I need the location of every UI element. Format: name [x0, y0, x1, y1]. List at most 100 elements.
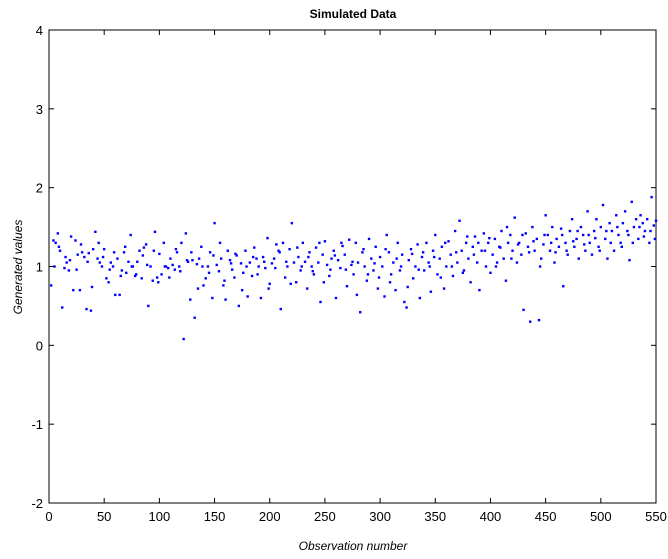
data-points: [50, 195, 658, 341]
data-point: [231, 268, 234, 271]
data-point: [321, 253, 324, 256]
y-tick-label: 2: [36, 181, 43, 196]
data-point: [268, 282, 271, 286]
data-point: [400, 253, 404, 256]
data-point: [101, 255, 105, 259]
data-point: [107, 281, 110, 284]
data-point: [438, 257, 441, 260]
data-point: [274, 266, 277, 270]
data-point: [378, 255, 382, 259]
data-point: [130, 265, 133, 268]
data-point: [456, 261, 459, 264]
data-point: [275, 243, 278, 246]
data-point: [487, 241, 490, 245]
data-point: [466, 235, 469, 238]
data-point: [100, 265, 104, 268]
data-point: [272, 257, 276, 260]
data-point: [97, 241, 100, 245]
data-point: [504, 279, 508, 282]
data-point: [112, 251, 116, 254]
data-point: [535, 237, 539, 241]
data-point: [69, 235, 73, 238]
data-point: [526, 245, 530, 248]
data-point: [63, 266, 66, 270]
data-point: [50, 284, 53, 287]
data-point: [546, 233, 550, 237]
data-point: [72, 288, 75, 292]
data-point: [233, 276, 236, 279]
data-point: [290, 221, 293, 225]
data-point: [562, 285, 565, 288]
data-point: [491, 253, 494, 256]
data-point: [376, 287, 380, 290]
data-point: [270, 262, 274, 265]
data-point: [52, 239, 55, 242]
data-point: [374, 245, 377, 248]
data-point: [362, 247, 365, 251]
data-point: [385, 233, 388, 237]
data-point: [248, 261, 252, 264]
data-point: [540, 257, 543, 260]
data-point: [212, 254, 215, 257]
data-point: [179, 270, 182, 273]
data-point: [174, 247, 178, 251]
data-point: [533, 249, 536, 252]
y-tick-label: 1: [36, 260, 43, 275]
data-point: [425, 241, 428, 245]
data-point: [142, 246, 146, 249]
data-point: [341, 244, 344, 248]
data-point: [239, 262, 243, 265]
data-point: [499, 246, 502, 249]
data-point: [312, 273, 316, 276]
data-point: [114, 293, 117, 297]
data-point: [267, 287, 270, 290]
y-tick-label: 0: [36, 338, 43, 353]
data-point: [650, 195, 653, 199]
data-point: [620, 245, 623, 248]
data-point: [610, 229, 614, 233]
data-point: [263, 260, 266, 263]
data-point: [389, 273, 393, 276]
data-point: [421, 251, 425, 254]
x-tick-label: 550: [645, 509, 667, 524]
data-point: [253, 246, 256, 249]
data-point: [528, 320, 532, 323]
data-point: [318, 241, 321, 245]
data-point: [89, 309, 93, 312]
data-point: [517, 241, 521, 245]
data-point: [467, 257, 470, 260]
data-point: [144, 243, 148, 246]
data-point: [653, 237, 657, 241]
data-point: [494, 265, 498, 268]
data-point: [581, 233, 585, 237]
data-point: [83, 255, 86, 259]
data-point: [639, 214, 642, 217]
data-point: [548, 249, 552, 252]
data-point: [593, 229, 596, 233]
data-point: [190, 251, 193, 254]
data-point: [86, 260, 89, 263]
data-point: [587, 233, 590, 237]
plot-area: [48, 29, 657, 504]
data-point: [133, 274, 137, 278]
data-point: [122, 251, 126, 254]
data-point: [215, 263, 218, 267]
data-point: [138, 249, 141, 252]
data-point: [476, 261, 479, 264]
data-point: [288, 247, 291, 251]
data-point: [394, 288, 397, 292]
data-point: [74, 239, 77, 242]
data-point: [129, 233, 132, 237]
x-tick-label: 100: [149, 509, 171, 524]
data-point: [186, 260, 190, 263]
data-point: [471, 245, 474, 248]
data-point: [513, 216, 516, 219]
data-point: [549, 241, 553, 245]
data-point: [153, 230, 157, 234]
data-point: [286, 265, 289, 268]
data-point: [204, 277, 207, 280]
data-point: [217, 270, 221, 273]
data-point: [461, 271, 465, 275]
data-point: [383, 295, 386, 298]
